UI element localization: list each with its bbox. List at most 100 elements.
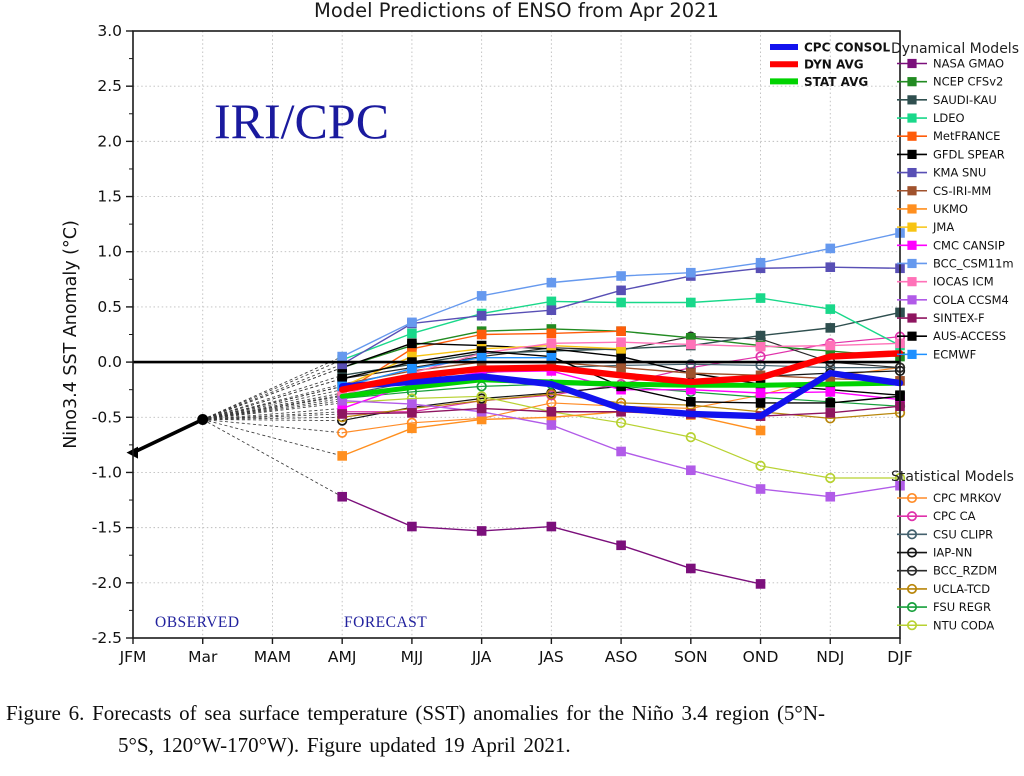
legend-square-marker (907, 313, 917, 323)
x-tick-label: MJJ (401, 648, 424, 666)
legend-label: FSU REGR (933, 600, 991, 614)
square-marker (546, 366, 557, 376)
square-marker (616, 297, 626, 308)
legend-square-marker (907, 277, 917, 287)
fan-line (202, 389, 343, 420)
square-marker (407, 317, 417, 328)
open-circle-marker (476, 391, 487, 402)
legend-square-marker (907, 295, 917, 305)
y-tick-label: -2.0 (92, 574, 122, 592)
legend-square-marker (907, 204, 917, 214)
legend-label: JMA (932, 220, 954, 234)
square-marker (476, 346, 487, 356)
legend-item-ntu-coda: NTU CODA (897, 618, 994, 632)
y-tick-label: -2.5 (92, 629, 122, 647)
square-marker (755, 484, 766, 494)
legend-item-csu-clipr: CSU CLIPR (897, 527, 993, 541)
square-marker (546, 352, 557, 363)
square-marker (337, 409, 347, 419)
legend-item-cmc-cansip: CMC CANSIP (897, 238, 1005, 252)
square-marker (337, 351, 347, 362)
legend-label: IAP-NN (933, 546, 972, 560)
legend-label: LDEO (933, 111, 965, 125)
square-marker (616, 351, 626, 362)
legend-label: CSU CLIPR (933, 527, 993, 541)
x-tick-label: SON (674, 648, 708, 666)
fan-line (202, 385, 343, 420)
caption-line-2: 5°S, 120°W-170°W). Figure updated 19 Apr… (118, 732, 571, 757)
x-tick-label: OND (743, 648, 779, 666)
legend-item-iocas-icm: IOCAS ICM (897, 275, 994, 289)
legend-label: SAUDI-KAU (933, 93, 997, 107)
legend-item-dyn-avg: DYN AVG (770, 58, 864, 72)
square-marker (825, 243, 836, 254)
legend-item-bcc-csm11m: BCC_CSM11m (897, 256, 1014, 270)
y-tick-label: -1.0 (92, 463, 122, 481)
square-marker (825, 387, 836, 397)
legend-statistical-models: Statistical Models CPC MRKOV CPC CA CSU CLI… (891, 469, 1014, 632)
square-marker (686, 384, 696, 395)
fan-line (202, 416, 343, 420)
legend-label: GFDL SPEAR (933, 147, 1005, 161)
square-marker (755, 263, 766, 274)
square-marker (407, 328, 417, 339)
fan-line (202, 359, 343, 420)
square-marker (476, 526, 487, 536)
legend-item-cpc-consol: CPC CONSOL (770, 41, 890, 55)
legend-label: KMA SNU (933, 166, 986, 180)
square-marker (407, 363, 417, 374)
square-marker (546, 420, 557, 430)
square-marker (476, 367, 487, 377)
square-marker (476, 403, 487, 414)
square-marker (825, 491, 836, 502)
x-tick-label: JFM (119, 648, 147, 666)
legend-label: MetFRANCE (933, 129, 1000, 143)
caption-line-1: Figure 6. Forecasts of sea surface tempe… (6, 701, 825, 725)
fan-line (202, 374, 343, 420)
square-marker (407, 399, 417, 409)
legend-item-ldeo: LDEO (897, 111, 965, 125)
legend-square-marker (907, 58, 917, 69)
legend-header: Statistical Models (891, 469, 1014, 485)
legend-item-cpc-mrkov: CPC MRKOV (897, 491, 1001, 505)
square-marker (616, 362, 626, 373)
square-marker (755, 388, 766, 398)
fan-line (202, 419, 343, 434)
square-marker (686, 368, 696, 378)
square-marker (476, 310, 487, 321)
y-tick-label: 1.5 (97, 188, 122, 206)
square-marker (476, 352, 487, 363)
square-marker (546, 338, 557, 349)
legend-label: CPC CONSOL (804, 41, 890, 55)
square-marker (546, 412, 557, 423)
legend-square-marker (907, 131, 917, 141)
legend-label: UCLA-TCD (933, 582, 990, 596)
legend-square-marker (907, 77, 917, 87)
y-tick-label: 3.0 (97, 22, 122, 40)
square-marker (686, 333, 696, 343)
fan-line (202, 398, 343, 420)
observed-label: OBSERVED (155, 614, 240, 631)
x-tick-label: AMJ (328, 648, 357, 666)
square-marker (616, 406, 626, 417)
square-marker (755, 425, 766, 436)
x-tick-label: MAM (254, 648, 291, 666)
legend-label: UKMO (933, 202, 968, 216)
square-marker (407, 338, 417, 349)
fan-line (202, 402, 343, 420)
open-circle-marker (755, 460, 766, 471)
legend-label: CS-IRI-MM (933, 184, 991, 198)
axes: 3.0 2.5 2.0 1.5 1.0 0.5 0.0 -0.5 -1.0 -1.5 -2.0 -2.… (92, 22, 913, 666)
open-circle-marker (546, 388, 557, 400)
legend-label: CPC CA (933, 509, 976, 523)
observed-line (126, 413, 209, 459)
legend-square-marker (907, 149, 917, 159)
legend-circle-marker (906, 529, 918, 540)
legend-circle-marker (906, 547, 918, 558)
square-marker (686, 267, 696, 278)
series-line (341, 393, 901, 419)
legend-label: COLA CCSM4 (933, 293, 1009, 307)
square-marker (825, 408, 836, 418)
legend-averages: CPC CONSOL DYN AVG STAT AVG (770, 41, 890, 89)
y-tick-label: 2.5 (97, 77, 122, 95)
